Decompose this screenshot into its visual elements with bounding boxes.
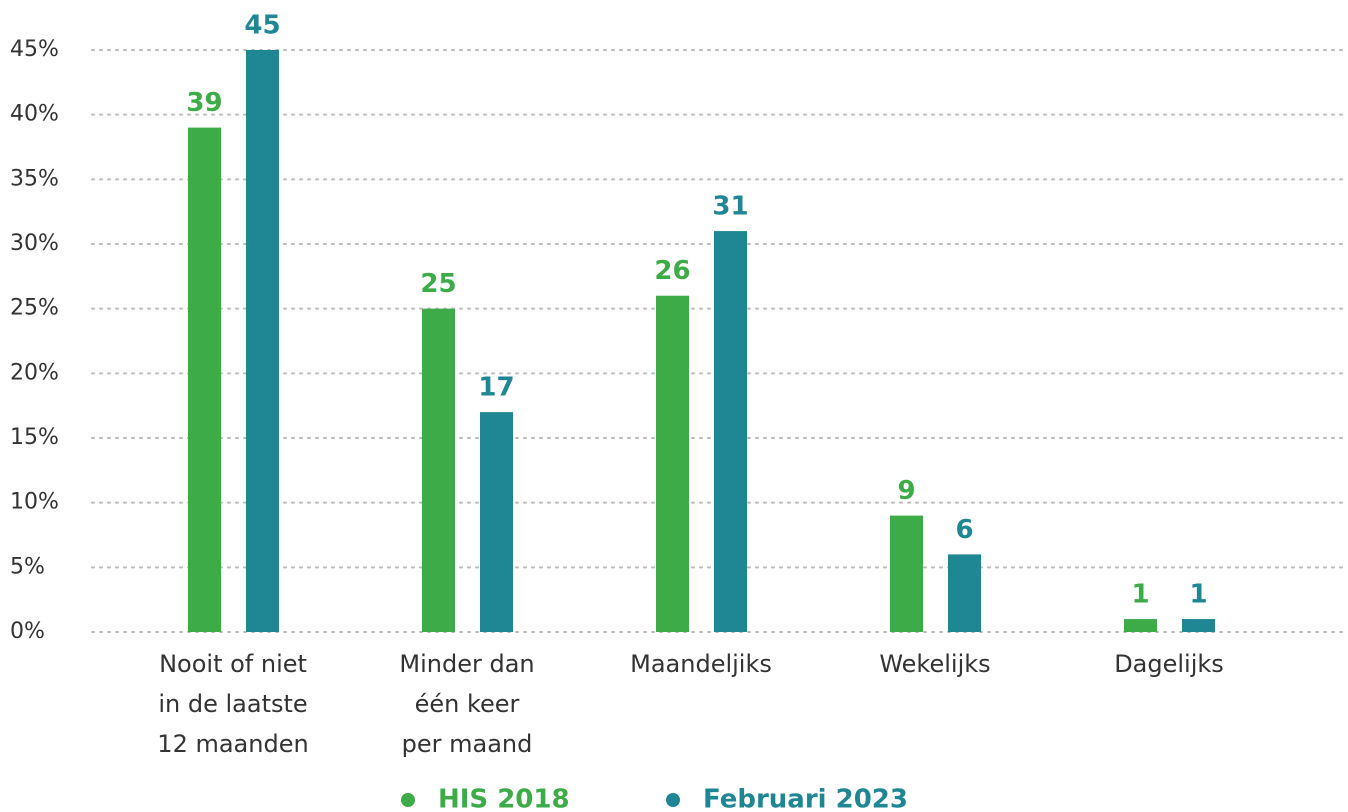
bar <box>480 412 513 632</box>
y-tick-label: 25% <box>10 296 59 321</box>
value-label: 6 <box>955 515 973 545</box>
y-tick-label: 40% <box>10 102 59 127</box>
y-tick-label: 10% <box>10 490 59 515</box>
y-tick-label: 5% <box>10 554 45 579</box>
bar <box>948 554 981 632</box>
bar <box>1124 619 1157 632</box>
legend-label: Februari 2023 <box>703 785 908 812</box>
y-tick-label: 45% <box>10 37 59 62</box>
value-label: 39 <box>186 88 222 118</box>
x-tick-label: Minder dan één keer per maand <box>399 650 534 758</box>
x-tick-label: Nooit of niet in de laatste 12 maanden <box>157 650 308 758</box>
value-label: 17 <box>478 373 514 403</box>
y-tick-label: 20% <box>10 360 59 385</box>
y-tick-label: 35% <box>10 166 59 191</box>
y-tick-label: 0% <box>10 619 45 644</box>
x-tick-label: Maandeljiks <box>630 650 772 678</box>
value-label: 1 <box>1131 580 1149 610</box>
bar <box>1182 619 1215 632</box>
x-tick-label: Dagelijks <box>1114 650 1224 678</box>
legend-label: HIS 2018 <box>438 785 570 812</box>
bar <box>714 231 747 633</box>
legend-marker <box>666 793 680 807</box>
y-tick-label: 15% <box>10 425 59 450</box>
bar <box>188 127 221 632</box>
y-tick-label: 30% <box>10 231 59 256</box>
x-tick-label: Wekelijks <box>879 650 990 678</box>
value-label: 45 <box>244 11 280 41</box>
value-label: 1 <box>1189 580 1207 610</box>
bar <box>890 515 923 632</box>
bar <box>656 295 689 632</box>
bar <box>246 50 279 632</box>
value-label: 31 <box>712 192 748 222</box>
legend-marker <box>401 793 415 807</box>
value-label: 25 <box>420 269 456 299</box>
bar <box>422 308 455 632</box>
value-label: 9 <box>897 476 915 506</box>
value-label: 26 <box>654 256 690 286</box>
